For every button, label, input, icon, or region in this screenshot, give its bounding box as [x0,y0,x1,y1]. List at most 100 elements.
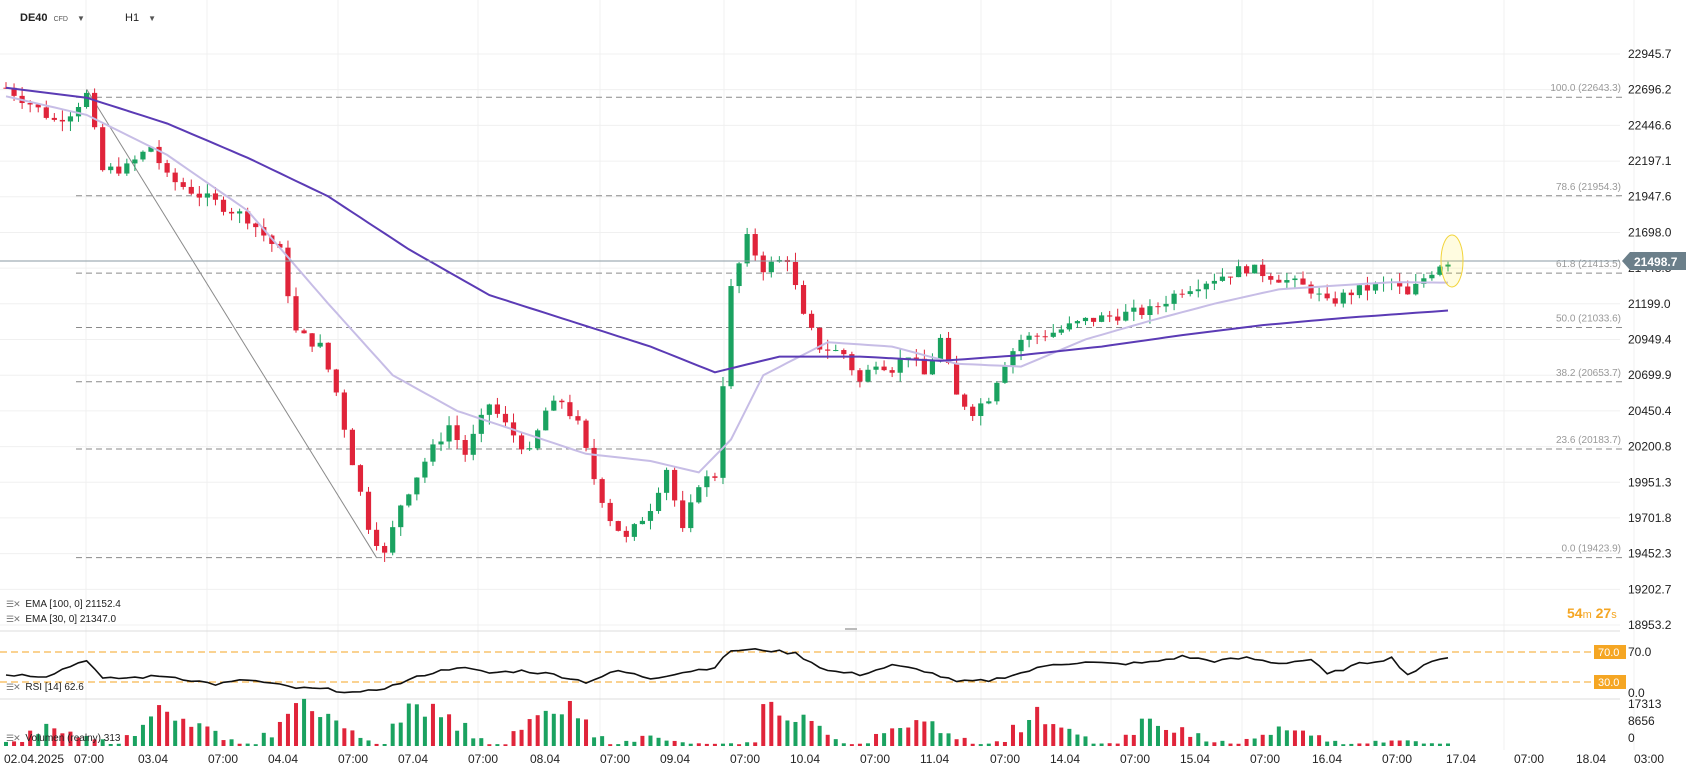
time-axis-label: 04.04 [268,752,298,766]
candle-body [663,469,670,493]
volume-legend[interactable]: ☰✕ Volumen (realny) 313 [6,733,120,744]
candle-body [341,392,347,430]
candle-body [309,333,315,347]
rsi-band-label: 70.0 [1598,647,1619,659]
candle-body [1268,276,1274,280]
candle-body [357,465,364,492]
candle-body [325,342,331,370]
candle-body [623,530,629,537]
settings-close-icon[interactable]: ☰✕ [6,682,21,692]
candle-body [180,182,186,187]
candle-body [108,166,114,171]
volume-bar [1405,740,1410,746]
volume-bar [406,703,411,746]
time-axis-label: 07:00 [468,752,498,766]
symbol-selector[interactable]: DE40 CFD ▼ [20,12,85,24]
volume-bar [157,705,162,746]
candle-body [124,163,130,174]
candle-body [1316,293,1322,295]
volume-bar [704,743,709,746]
volume-bar [696,743,701,746]
time-axis-label: 07:00 [208,752,238,766]
settings-close-icon[interactable]: ☰✕ [6,614,21,624]
volume-bar [1260,734,1265,746]
volume-bar [841,743,846,746]
candle-body [253,223,259,228]
candle-body [1437,266,1443,275]
time-axis-label: 02.04.2025 [4,752,64,766]
volume-axis-label: 17313 [1628,697,1662,711]
candle-body [655,492,662,512]
volume-axis-label: 0 [1628,731,1635,745]
volume-bar [1172,732,1177,746]
rsi-legend[interactable]: ☰✕ RSI [14] 62.6 [6,682,84,693]
price-tick-label: 20949.4 [1628,333,1672,347]
volume-bar [1437,743,1442,746]
candle-body [1292,278,1298,281]
candle-body [881,366,887,371]
candle-body [1356,285,1362,296]
volume-bar [261,732,266,746]
fib-level-label: 61.8 (21413.5) [1556,259,1621,270]
volume-bar [1212,742,1217,746]
volume-bar [1317,735,1322,746]
candle-body [808,313,815,328]
candle-body [1252,264,1258,274]
candle-body [986,401,992,404]
candle-body [639,520,646,525]
ema30-legend[interactable]: ☰✕ EMA [30, 0] 21347.0 [6,614,116,625]
volume-bar [414,704,419,746]
candle-body [188,186,194,194]
volume-bar [132,736,137,746]
candle-body [704,476,710,488]
volume-bar [801,714,806,746]
chevron-down-icon: ▼ [148,14,157,23]
chevron-down-icon: ▼ [77,14,85,23]
candle-body [430,444,436,462]
candle-body [1074,321,1081,324]
candle-body [873,366,879,370]
candle-body [301,330,307,334]
volume-bar [398,722,403,746]
volume-bar [294,703,299,746]
candle-body [398,505,404,528]
candle-body [446,425,452,442]
candle-body [970,406,976,417]
time-axis-label: 07:00 [1382,752,1412,766]
candle-body [736,263,742,287]
volume-bar [1236,743,1241,746]
settings-close-icon[interactable]: ☰✕ [6,599,21,609]
volume-bar [366,740,371,746]
ema30-label: EMA [30, 0] [25,614,78,625]
candle-body [1034,335,1040,337]
volume-bar [503,744,508,746]
volume-bar [930,721,935,746]
volume-bar [1268,734,1273,746]
ema100-legend[interactable]: ☰✕ EMA [100, 0] 21152.4 [6,599,121,610]
candle-body [502,413,509,423]
candle-body [559,400,565,403]
time-axis-label: 16.04 [1312,752,1342,766]
rsi-band-tag [1594,645,1626,659]
timeframe-selector[interactable]: H1 ▼ [125,12,156,24]
volume-bar [1027,719,1032,746]
candle-body [994,382,1000,402]
candle-body [1147,306,1153,315]
volume-bar [600,736,605,746]
candle-body [962,394,968,407]
settings-close-icon[interactable]: ☰✕ [6,733,21,743]
volume-bar [1244,738,1249,746]
volume-bar [221,740,226,746]
symbol-label: DE40 [20,12,48,24]
time-axis-label: 17.04 [1446,752,1476,766]
volume-bar [898,728,903,746]
time-axis-label: 08.04 [530,752,560,766]
volume-bar [511,731,516,746]
candle-body [1445,264,1451,267]
candle-body [1002,365,1008,383]
candle-body [1372,283,1379,291]
volume-bar [1196,733,1201,746]
volume-bar [1035,706,1040,746]
time-axis-label: 03:00 [1634,752,1664,766]
